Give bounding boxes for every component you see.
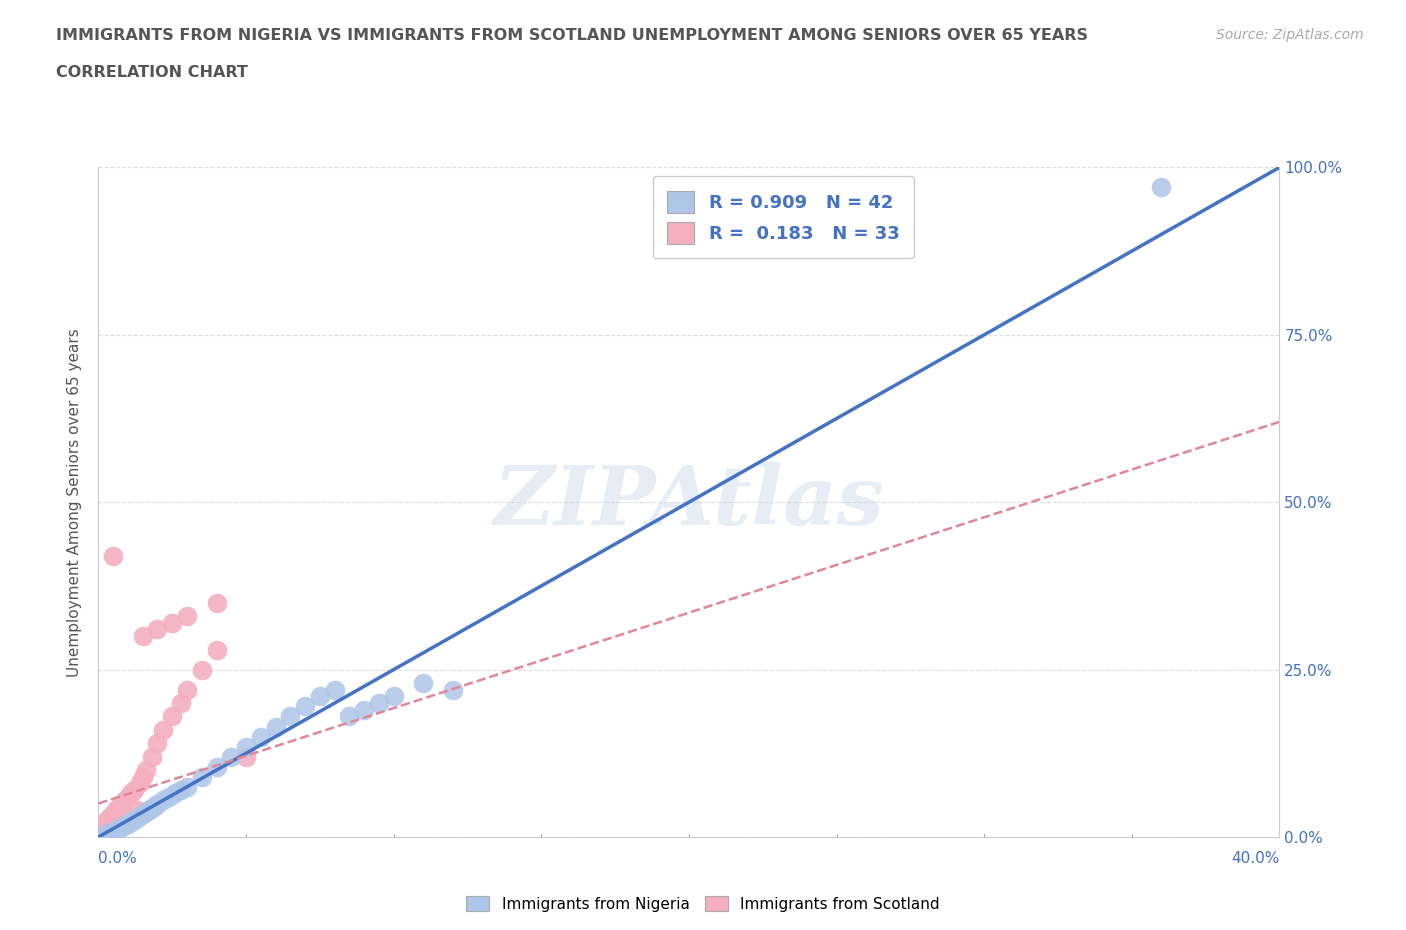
Point bbox=[105, 823, 128, 838]
Point bbox=[120, 814, 142, 829]
Text: Source: ZipAtlas.com: Source: ZipAtlas.com bbox=[1216, 28, 1364, 42]
Point bbox=[93, 828, 115, 843]
Point bbox=[120, 786, 142, 801]
Point bbox=[205, 759, 228, 774]
Point bbox=[96, 826, 118, 841]
Point bbox=[264, 719, 287, 734]
Point bbox=[135, 804, 157, 819]
Point bbox=[125, 810, 148, 825]
Text: 0.0%: 0.0% bbox=[98, 851, 138, 866]
Point bbox=[108, 821, 131, 836]
Point bbox=[235, 739, 257, 754]
Point bbox=[125, 803, 148, 817]
Point bbox=[146, 622, 169, 637]
Point bbox=[294, 699, 316, 714]
Point bbox=[205, 595, 228, 610]
Point bbox=[441, 683, 464, 698]
Point bbox=[152, 723, 174, 737]
Point bbox=[191, 662, 214, 677]
Text: CORRELATION CHART: CORRELATION CHART bbox=[56, 65, 247, 80]
Point bbox=[191, 769, 214, 784]
Point bbox=[128, 776, 150, 790]
Point bbox=[221, 750, 243, 764]
Point bbox=[176, 683, 198, 698]
Point bbox=[132, 629, 155, 644]
Point bbox=[98, 826, 121, 841]
Point bbox=[135, 763, 157, 777]
Text: ZIPAtlas: ZIPAtlas bbox=[494, 462, 884, 542]
Point bbox=[117, 790, 139, 804]
Point bbox=[412, 675, 434, 690]
Point bbox=[278, 709, 302, 724]
Point bbox=[1150, 180, 1173, 195]
Point bbox=[93, 819, 115, 834]
Point bbox=[94, 817, 117, 831]
Point bbox=[111, 819, 134, 834]
Point bbox=[146, 736, 169, 751]
Point bbox=[122, 783, 145, 798]
Point bbox=[132, 806, 155, 821]
Point bbox=[105, 803, 128, 817]
Point bbox=[250, 729, 273, 744]
Point bbox=[323, 683, 346, 698]
Text: IMMIGRANTS FROM NIGERIA VS IMMIGRANTS FROM SCOTLAND UNEMPLOYMENT AMONG SENIORS O: IMMIGRANTS FROM NIGERIA VS IMMIGRANTS FR… bbox=[56, 28, 1088, 43]
Point bbox=[165, 786, 187, 801]
Point bbox=[103, 824, 125, 839]
Point bbox=[170, 783, 193, 798]
Point bbox=[353, 702, 375, 717]
Point bbox=[382, 689, 405, 704]
Point bbox=[368, 696, 391, 711]
Point bbox=[235, 750, 257, 764]
Point bbox=[90, 829, 112, 844]
Point bbox=[141, 800, 163, 815]
Point bbox=[141, 750, 163, 764]
Point bbox=[108, 800, 131, 815]
Point bbox=[91, 823, 114, 838]
Point bbox=[309, 689, 332, 704]
Y-axis label: Unemployment Among Seniors over 65 years: Unemployment Among Seniors over 65 years bbox=[67, 328, 83, 677]
Point bbox=[114, 817, 136, 832]
Legend: Immigrants from Nigeria, Immigrants from Scotland: Immigrants from Nigeria, Immigrants from… bbox=[460, 889, 946, 918]
Point bbox=[111, 796, 134, 811]
Point bbox=[152, 792, 174, 807]
Point bbox=[143, 798, 166, 813]
Point bbox=[103, 806, 125, 821]
Point bbox=[339, 709, 360, 724]
Point bbox=[162, 616, 183, 631]
Point bbox=[157, 790, 180, 804]
Point bbox=[90, 826, 112, 841]
Point bbox=[176, 608, 198, 623]
Point bbox=[98, 809, 121, 824]
Legend: R = 0.909   N = 42, R =  0.183   N = 33: R = 0.909 N = 42, R = 0.183 N = 33 bbox=[652, 177, 914, 259]
Text: 40.0%: 40.0% bbox=[1232, 851, 1279, 866]
Point bbox=[114, 792, 136, 807]
Point bbox=[162, 709, 183, 724]
Point bbox=[170, 696, 193, 711]
Point bbox=[103, 549, 125, 564]
Point bbox=[128, 808, 150, 823]
Point bbox=[205, 642, 228, 657]
Point bbox=[117, 817, 139, 831]
Point bbox=[138, 802, 160, 817]
Point bbox=[96, 813, 118, 828]
Point bbox=[176, 779, 198, 794]
Point bbox=[122, 812, 145, 827]
Point bbox=[146, 796, 169, 811]
Point bbox=[132, 769, 155, 784]
